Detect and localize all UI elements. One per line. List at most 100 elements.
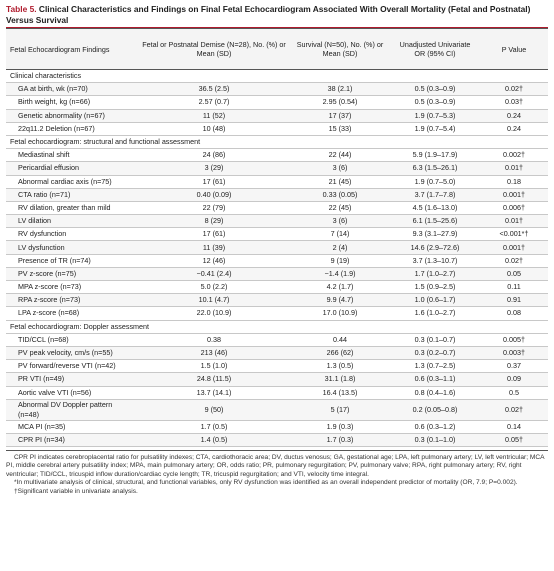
section-header-row: Fetal echocardiogram: Doppler assessment — [6, 320, 548, 334]
cell-finding: MPA z-score (n=73) — [6, 280, 138, 295]
cell-or: 9.3 (3.1–27.9) — [390, 227, 480, 242]
table-body: Clinical characteristics GA at birth, wk … — [6, 69, 548, 448]
cell-survival: 4.2 (1.7) — [290, 280, 390, 295]
cell-p: <0.001*† — [480, 227, 548, 242]
cell-finding: RV dysfunction — [6, 227, 138, 242]
results-table: Fetal Echocardiogram Findings Fetal or P… — [6, 27, 548, 448]
footnote-significance: †Significant variable in univariate anal… — [14, 487, 138, 495]
cell-demise: −0.41 (2.4) — [138, 267, 290, 282]
cell-survival: 0.33 (0.05) — [290, 188, 390, 202]
cell-or: 0.6 (0.3–1.1) — [390, 372, 480, 387]
cell-finding: Birth weight, kg (n=66) — [6, 95, 138, 110]
cell-or: 1.9 (0.7–5.4) — [390, 122, 480, 136]
cell-demise: 5.0 (2.2) — [138, 280, 290, 295]
table-row: CTA ratio (n=71) 0.40 (0.09) 0.33 (0.05) 3.… — [6, 188, 548, 202]
cell-p: 0.02† — [480, 399, 548, 421]
cell-or: 0.3 (0.2–0.7) — [390, 346, 480, 361]
cell-survival: 9.9 (4.7) — [290, 293, 390, 308]
cell-or: 1.5 (0.9–2.5) — [390, 280, 480, 295]
cell-demise: 9 (50) — [138, 399, 290, 421]
cell-survival: 0.44 — [290, 333, 390, 347]
cell-demise: 13.7 (14.1) — [138, 386, 290, 400]
table-container: Table 5. Clinical Characteristics and Fi… — [6, 4, 548, 495]
cell-demise: 36.5 (2.5) — [138, 82, 290, 97]
cell-p: 0.14 — [480, 420, 548, 434]
table-row: MPA z-score (n=73) 5.0 (2.2) 4.2 (1.7) 1.5 … — [6, 280, 548, 295]
cell-finding: LV dilation — [6, 214, 138, 229]
cell-demise: 12 (46) — [138, 254, 290, 268]
cell-demise: 22 (79) — [138, 201, 290, 216]
table-row: PV forward/reverse VTI (n=42) 1.5 (1.0) 1.… — [6, 359, 548, 374]
cell-p: 0.03† — [480, 95, 548, 110]
cell-or: 1.0 (0.6–1.7) — [390, 293, 480, 308]
cell-p: 0.01† — [480, 214, 548, 229]
cell-survival: 266 (62) — [290, 346, 390, 361]
cell-survival: 1.9 (0.3) — [290, 420, 390, 434]
cell-demise: 1.7 (0.5) — [138, 420, 290, 434]
cell-survival: 7 (14) — [290, 227, 390, 242]
cell-or: 0.3 (0.1–0.7) — [390, 333, 480, 347]
cell-or: 5.9 (1.9–17.9) — [390, 148, 480, 163]
table-row: 22q11.2 Deletion (n=67) 10 (48) 15 (33) 1.9… — [6, 122, 548, 136]
cell-survival: −1.4 (1.9) — [290, 267, 390, 282]
cell-finding: Presence of TR (n=74) — [6, 254, 138, 268]
cell-demise: 8 (29) — [138, 214, 290, 229]
cell-p: 0.09 — [480, 372, 548, 387]
table-row: Aortic valve VTI (n=56) 13.7 (14.1) 16.4 (… — [6, 386, 548, 400]
cell-finding: Aortic valve VTI (n=56) — [6, 386, 138, 400]
cell-p: 0.005† — [480, 333, 548, 347]
cell-demise: 17 (61) — [138, 227, 290, 242]
table-row: PV z-score (n=75) −0.41 (2.4) −1.4 (1.9) 1.… — [6, 267, 548, 282]
cell-survival: 2 (4) — [290, 240, 390, 255]
cell-survival: 1.3 (0.5) — [290, 359, 390, 374]
cell-demise: 0.38 — [138, 333, 290, 347]
table-row: CPR PI (n=34) 1.4 (0.5) 1.7 (0.3) 0.3 (0.1–… — [6, 433, 548, 448]
cell-survival: 17.0 (10.9) — [290, 306, 390, 321]
cell-p: 0.02† — [480, 82, 548, 97]
cell-or: 0.6 (0.3–1.2) — [390, 420, 480, 434]
cell-or: 6.3 (1.5–26.1) — [390, 161, 480, 176]
header-row: Fetal Echocardiogram Findings Fetal or P… — [6, 28, 548, 70]
cell-or: 0.8 (0.4–1.6) — [390, 386, 480, 400]
cell-survival: 21 (45) — [290, 175, 390, 189]
cell-or: 0.5 (0.3–0.9) — [390, 82, 480, 97]
cell-survival: 5 (17) — [290, 399, 390, 421]
cell-finding: LPA z-score (n=68) — [6, 306, 138, 321]
table-row: LV dysfunction 11 (39) 2 (4) 14.6 (2.9–72.6… — [6, 240, 548, 255]
cell-p: 0.24 — [480, 122, 548, 136]
cell-p: 0.5 — [480, 386, 548, 400]
cell-or: 1.9 (0.7–5.3) — [390, 109, 480, 123]
cell-finding: Mediastinal shift — [6, 148, 138, 163]
cell-survival: 3 (6) — [290, 161, 390, 176]
table-row: Presence of TR (n=74) 12 (46) 9 (19) 3.7 (1… — [6, 254, 548, 268]
section-title: Fetal echocardiogram: structural and fun… — [6, 135, 548, 150]
cell-or: 1.7 (1.0–2.7) — [390, 267, 480, 282]
cell-survival: 38 (2.1) — [290, 82, 390, 97]
cell-finding: RPA z-score (n=73) — [6, 293, 138, 308]
cell-demise: 2.57 (0.7) — [138, 95, 290, 110]
cell-finding: MCA PI (n=35) — [6, 420, 138, 434]
cell-or: 3.7 (1.3–10.7) — [390, 254, 480, 268]
cell-p: 0.006† — [480, 201, 548, 216]
section-title: Fetal echocardiogram: Doppler assessment — [6, 320, 548, 334]
cell-or: 0.3 (0.1–1.0) — [390, 433, 480, 448]
cell-demise: 1.4 (0.5) — [138, 433, 290, 448]
section-header-row: Fetal echocardiogram: structural and fun… — [6, 135, 548, 150]
cell-finding: 22q11.2 Deletion (n=67) — [6, 122, 138, 136]
cell-demise: 213 (46) — [138, 346, 290, 361]
cell-finding: PR VTI (n=49) — [6, 372, 138, 387]
table-row: Mediastinal shift 24 (86) 22 (44) 5.9 (1.9–… — [6, 148, 548, 163]
cell-p: 0.24 — [480, 109, 548, 123]
section-title: Clinical characteristics — [6, 69, 548, 84]
cell-or: 3.7 (1.7–7.8) — [390, 188, 480, 202]
cell-or: 6.1 (1.5–25.6) — [390, 214, 480, 229]
cell-or: 4.5 (1.6–13.0) — [390, 201, 480, 216]
cell-finding: PV z-score (n=75) — [6, 267, 138, 282]
table-row: PV peak velocity, cm/s (n=55) 213 (46) 266… — [6, 346, 548, 361]
cell-demise: 24 (86) — [138, 148, 290, 163]
cell-demise: 3 (29) — [138, 161, 290, 176]
cell-survival: 1.7 (0.3) — [290, 433, 390, 448]
cell-survival: 15 (33) — [290, 122, 390, 136]
cell-or: 1.3 (0.7–2.5) — [390, 359, 480, 374]
cell-finding: Genetic abnormality (n=67) — [6, 109, 138, 123]
